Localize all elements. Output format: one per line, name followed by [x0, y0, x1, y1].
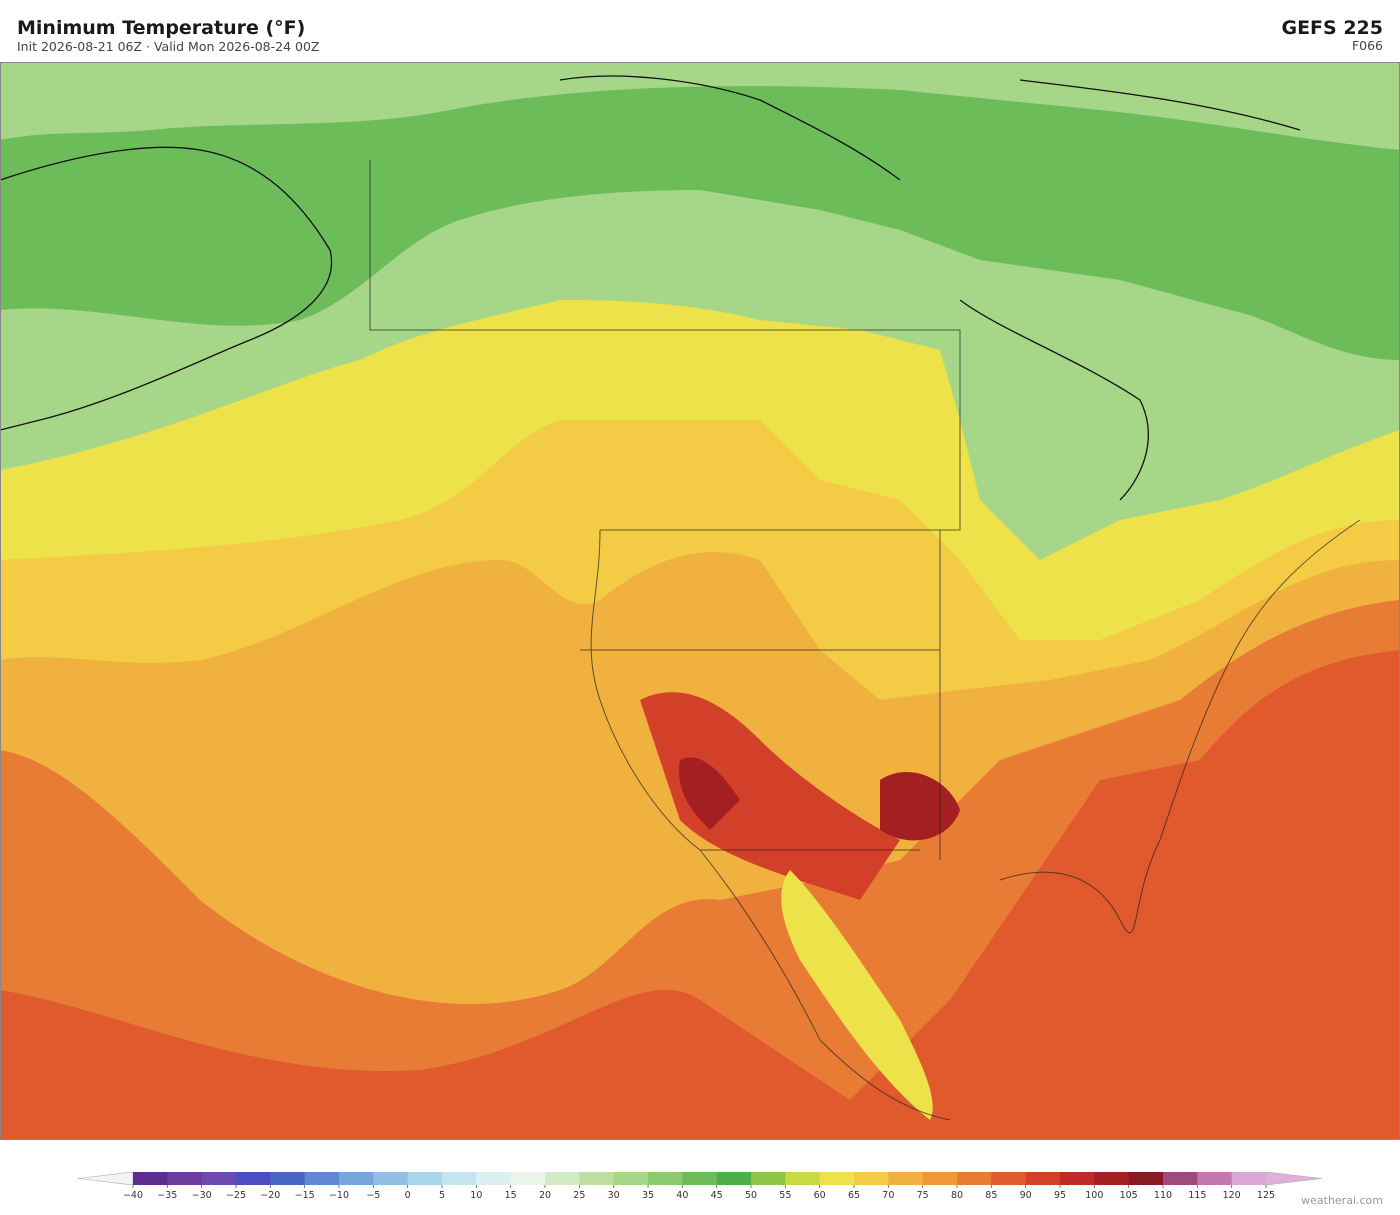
colorbar-tick-label: 110 — [1154, 1190, 1172, 1201]
colorbar-segment — [1025, 1172, 1061, 1185]
colorbar-tick-label: −15 — [295, 1190, 315, 1201]
colorbar-tick-label: 10 — [470, 1190, 482, 1201]
colorbar-tick-label: 115 — [1188, 1190, 1206, 1201]
title: Minimum Temperature (°F) — [17, 17, 305, 39]
colorbar-tick-label: 25 — [573, 1190, 585, 1201]
colorbar-segment — [1197, 1172, 1232, 1185]
colorbar-tick-label: 40 — [676, 1190, 688, 1201]
colorbar-segment — [888, 1172, 923, 1185]
colorbar-segment — [785, 1172, 820, 1185]
colorbar-tick-label: 20 — [539, 1190, 551, 1201]
colorbar-segment — [407, 1172, 443, 1185]
colorbar-tick-label: 60 — [814, 1190, 826, 1201]
field-mexico-plateau — [781, 870, 933, 1120]
field-desert-hot — [679, 757, 740, 830]
colorbar-tick-label: 15 — [505, 1190, 517, 1201]
colorbar-tick-label: 80 — [951, 1190, 963, 1201]
model-label: GEFS 225 — [1281, 17, 1383, 39]
colorbar-segment — [236, 1172, 271, 1185]
colorbar-segment — [545, 1172, 580, 1185]
colorbar-segment — [1094, 1172, 1129, 1185]
colorbar-tick-label: 30 — [608, 1190, 620, 1201]
colorbar-tick-label: −10 — [329, 1190, 349, 1201]
colorbar-segment — [270, 1172, 305, 1185]
colorbar-tick-label: 45 — [711, 1190, 723, 1201]
colorbar-segment — [201, 1172, 237, 1185]
colorbar-tick-label: 35 — [642, 1190, 654, 1201]
colorbar-segment — [304, 1172, 340, 1185]
colorbar-segment — [1128, 1172, 1164, 1185]
colorbar-tick-label: 125 — [1257, 1190, 1275, 1201]
map — [0, 62, 1400, 1140]
colorbar-tick-label: 50 — [745, 1190, 757, 1201]
colorbar-over — [1265, 1171, 1323, 1186]
colorbar-tick-label: 100 — [1085, 1190, 1103, 1201]
colorbar-tick-label: 75 — [917, 1190, 929, 1201]
colorbar-tick-label: 95 — [1054, 1190, 1066, 1201]
colorbar-segment — [1231, 1172, 1267, 1185]
colorbar-tick-label: 55 — [779, 1190, 791, 1201]
colorbar-segment — [133, 1172, 168, 1185]
coastline-alaska — [0, 146, 333, 431]
colorbar-segment — [476, 1172, 511, 1185]
colorbar-tick-label: 90 — [1020, 1190, 1032, 1201]
watermark: weatherai.com — [1301, 1194, 1383, 1207]
colorbar-tick-label: 5 — [439, 1190, 445, 1201]
colorbar-tick-label: 65 — [848, 1190, 860, 1201]
colorbar-segment — [819, 1172, 855, 1185]
colorbar-segment — [991, 1172, 1026, 1185]
colorbar-segment — [1060, 1172, 1095, 1185]
colorbar-segment — [682, 1172, 717, 1185]
colorbar-tick-label: 0 — [405, 1190, 411, 1201]
colorbar-under — [77, 1171, 134, 1186]
colorbar-segment — [613, 1172, 649, 1185]
colorbar-tick-label: −5 — [366, 1190, 380, 1201]
subtitle: Init 2026-08-21 06Z · Valid Mon 2026-08-… — [17, 39, 319, 54]
colorbar-segment — [339, 1172, 374, 1185]
colorbar-segment — [922, 1172, 958, 1185]
colorbar-tick-label: −20 — [260, 1190, 280, 1201]
colorbar-segment — [1163, 1172, 1198, 1185]
colorbar-segment — [510, 1172, 546, 1185]
colorbar-tick-label: 85 — [985, 1190, 997, 1201]
colorbar-segment — [442, 1172, 477, 1185]
colorbar-tick-label: 105 — [1120, 1190, 1138, 1201]
colorbar-segment — [373, 1172, 408, 1185]
colorbar-segment — [648, 1172, 683, 1185]
colorbar-tick-label: −40 — [123, 1190, 143, 1201]
field-40 — [0, 62, 1400, 360]
colorbar-tick-label: 120 — [1223, 1190, 1241, 1201]
colorbar-segment — [579, 1172, 614, 1185]
colorbar-segment — [854, 1172, 889, 1185]
boundaries — [369, 160, 1361, 1121]
colorbar-segment — [167, 1172, 202, 1185]
colorbar: −40 −35 −30 −25 −20 −15 −10 −5 0 5 10 15 20 25 30 35 40 4… — [77, 1171, 1323, 1201]
field-southwest — [640, 692, 900, 900]
colorbar-tick-label: 70 — [882, 1190, 894, 1201]
colorbar-tick-label: −35 — [157, 1190, 177, 1201]
colorbar-segment — [716, 1172, 752, 1185]
forecast-hour: F066 — [1352, 38, 1383, 53]
colorbar-segment — [957, 1172, 992, 1185]
coastline-north — [559, 75, 1301, 501]
colorbar-tick-label: −30 — [192, 1190, 212, 1201]
colorbar-segment — [751, 1172, 786, 1185]
colorbar-tick-label: −25 — [226, 1190, 246, 1201]
